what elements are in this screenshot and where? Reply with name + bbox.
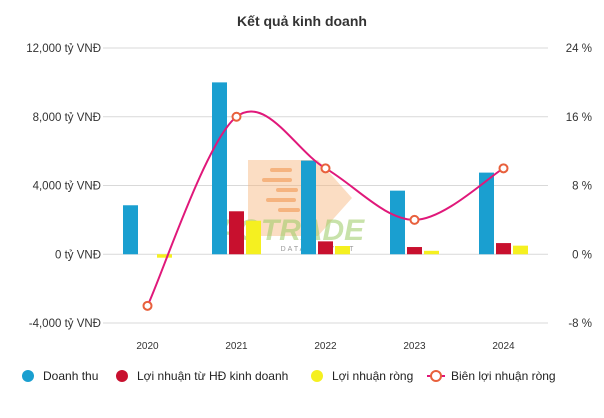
x-tick-label: 2024 <box>492 341 515 352</box>
margin-point <box>231 111 242 122</box>
legend-label: Doanh thu <box>43 369 98 383</box>
margin-point <box>409 214 420 225</box>
left-tick-label: 4,000 tỷ VNĐ <box>33 181 101 193</box>
x-axis: 2020 2021 2022 2023 2024 <box>136 341 515 352</box>
right-tick-label: 0 % <box>572 249 592 261</box>
legend-item[interactable]: Lợi nhuận từ HĐ kinh doanh <box>116 369 288 383</box>
bar-lợi-nhuận-ròng <box>335 246 350 255</box>
x-tick-label: 2022 <box>314 341 337 352</box>
bar-lợi-nhuận-ròng <box>157 254 172 258</box>
bar-lợi-nhuận-ròng <box>246 220 261 255</box>
watermark-stripe <box>276 188 298 192</box>
bar-doanh-thu <box>390 190 405 255</box>
bar-lợi-nhuận-từ-hđ-kinh-doanh <box>318 241 333 255</box>
bars <box>123 82 528 258</box>
margin-line <box>142 110 509 311</box>
right-tick-label: -8 % <box>568 318 592 330</box>
left-tick-label: 0 tỷ VNĐ <box>55 249 101 261</box>
legend-swatch <box>311 370 323 382</box>
left-tick-label: -4,000 tỷ VNĐ <box>29 318 101 330</box>
bar-lợi-nhuận-từ-hđ-kinh-doanh <box>229 211 244 255</box>
left-axis: 12,000 tỷ VNĐ 8,000 tỷ VNĐ 4,000 tỷ VNĐ 0 t… <box>26 43 101 330</box>
bar-doanh-thu <box>479 172 494 255</box>
watermark-stripe <box>266 198 296 202</box>
watermark-stripe <box>270 168 292 172</box>
legend-marker <box>430 370 442 382</box>
margin-point <box>142 300 153 311</box>
right-axis: 24 % 16 % 8 % 0 % -8 % <box>566 43 592 330</box>
bar-lợi-nhuận-từ-hđ-kinh-doanh <box>496 243 511 255</box>
x-tick-label: 2021 <box>225 341 248 352</box>
right-tick-label: 24 % <box>566 43 592 55</box>
watermark-stripe <box>278 208 300 212</box>
chart-title: Kết quả kinh doanh <box>237 13 367 29</box>
left-tick-label: 12,000 tỷ VNĐ <box>26 43 101 55</box>
legend-label: Lợi nhuận từ HĐ kinh doanh <box>137 369 288 383</box>
x-tick-label: 2023 <box>403 341 426 352</box>
bar-doanh-thu <box>301 160 316 255</box>
bar-doanh-thu <box>123 205 138 255</box>
watermark-stripe <box>262 178 292 182</box>
legend-swatch <box>22 370 34 382</box>
legend-label: Biên lợi nhuận ròng <box>451 369 556 383</box>
legend-item[interactable]: Lợi nhuận ròng <box>311 369 413 383</box>
bar-lợi-nhuận-ròng <box>513 245 528 255</box>
legend: Doanh thu Lợi nhuận từ HĐ kinh doanh Lợi n… <box>22 369 556 383</box>
watermark-subtext: DATA - INVEST <box>281 246 356 253</box>
right-tick-label: 8 % <box>572 181 592 193</box>
x-tick-label: 2020 <box>136 341 159 352</box>
margin-point <box>320 163 331 174</box>
margin-point <box>498 163 509 174</box>
legend-item[interactable]: Biên lợi nhuận ròng <box>427 369 556 383</box>
right-tick-label: 16 % <box>566 112 592 124</box>
bar-lợi-nhuận-ròng <box>424 250 439 255</box>
bar-doanh-thu <box>212 82 227 255</box>
margin-line-path <box>146 110 505 307</box>
legend-swatch <box>116 370 128 382</box>
bar-lợi-nhuận-từ-hđ-kinh-doanh <box>407 247 422 255</box>
legend-item[interactable]: Doanh thu <box>22 369 98 383</box>
left-tick-label: 8,000 tỷ VNĐ <box>33 112 101 124</box>
grid-lines <box>103 47 548 324</box>
legend-label: Lợi nhuận ròng <box>332 369 413 383</box>
